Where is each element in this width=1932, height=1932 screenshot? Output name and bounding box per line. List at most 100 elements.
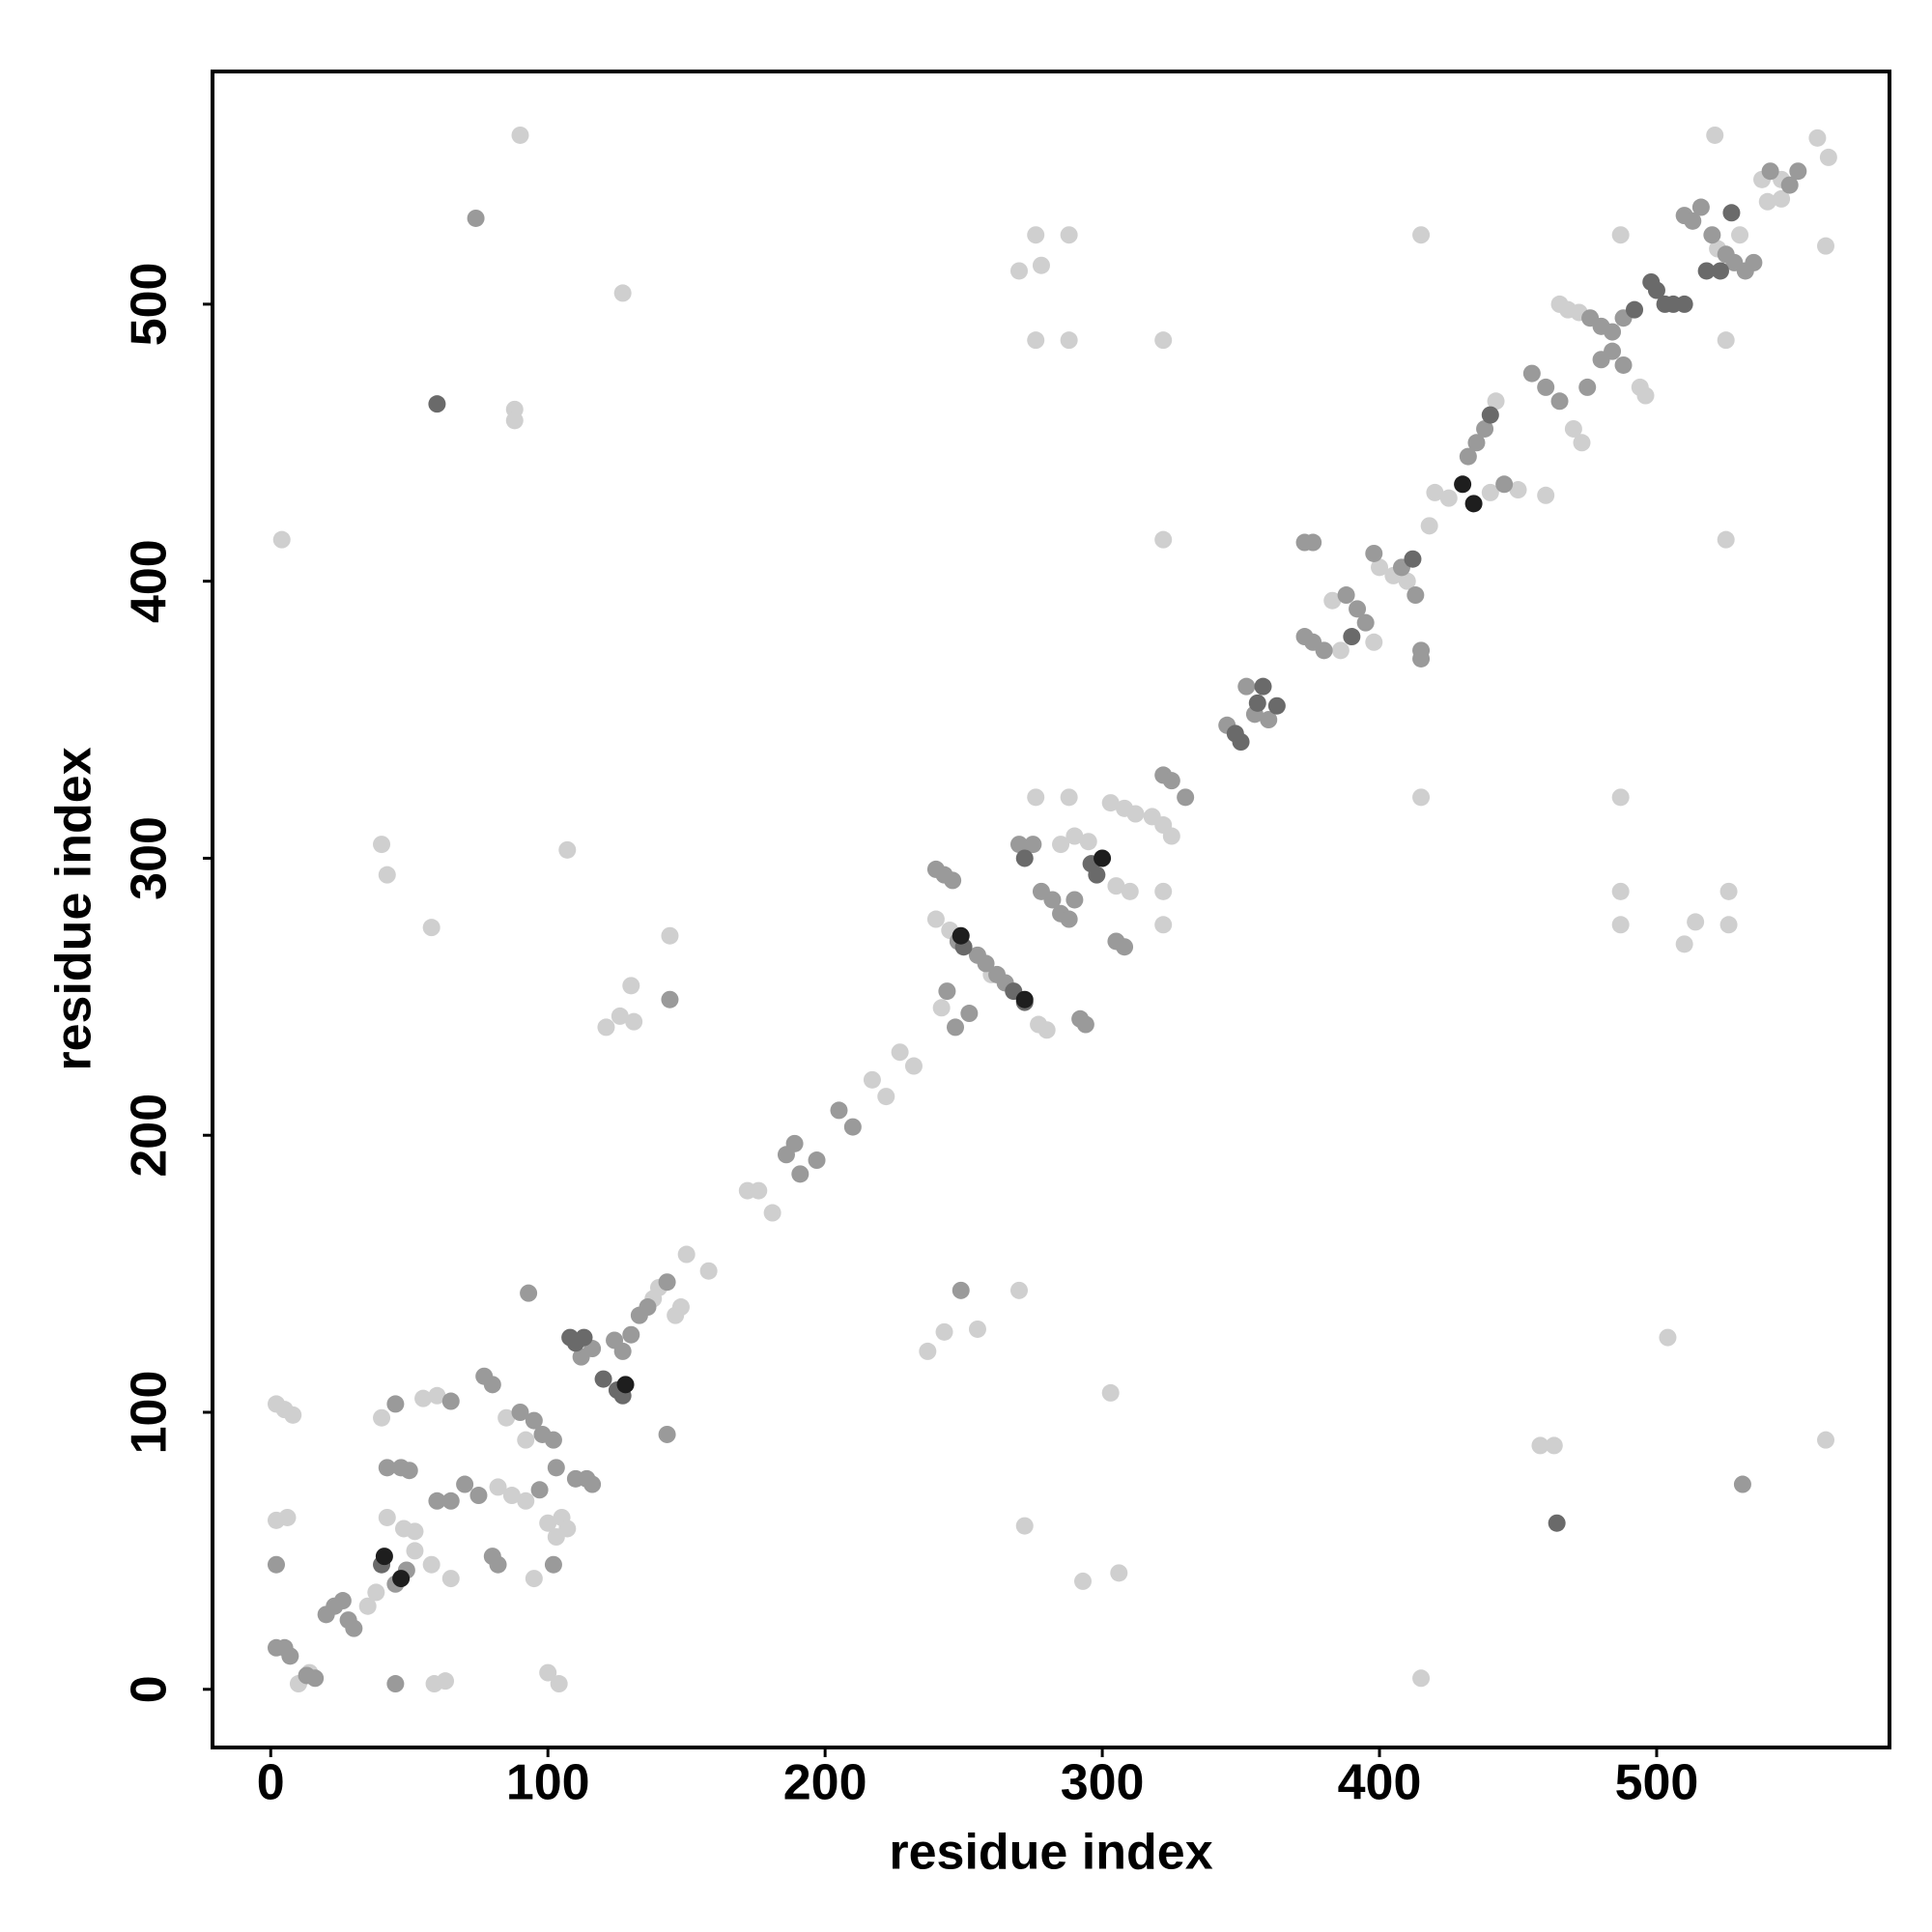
point [613, 1342, 632, 1360]
point [1789, 162, 1807, 181]
point [904, 1057, 923, 1075]
point [530, 1481, 549, 1499]
point [1611, 226, 1630, 244]
point [489, 1555, 507, 1574]
point [1060, 788, 1078, 807]
point [505, 412, 524, 430]
point [658, 1425, 676, 1443]
point [1232, 733, 1250, 751]
point [525, 1411, 543, 1430]
point [1604, 323, 1622, 341]
point [1412, 1669, 1431, 1688]
point [1060, 910, 1078, 928]
point [1550, 392, 1569, 411]
point [1356, 613, 1375, 632]
point [1177, 788, 1195, 807]
point [1121, 882, 1139, 900]
point [428, 395, 446, 413]
point [517, 1492, 535, 1510]
point [1522, 364, 1541, 383]
point [661, 990, 679, 1009]
point [1495, 475, 1514, 494]
point [583, 1475, 602, 1493]
point [1037, 1021, 1056, 1039]
point [1636, 386, 1655, 405]
point [1076, 1015, 1094, 1034]
x-tick-label: 300 [1061, 1755, 1145, 1811]
point [386, 1395, 405, 1413]
point [400, 1462, 418, 1480]
point [1717, 530, 1735, 549]
point [1365, 633, 1383, 651]
point [1101, 1383, 1120, 1402]
point [547, 1459, 565, 1477]
point [597, 1018, 615, 1037]
point [763, 1204, 781, 1222]
point [1412, 226, 1431, 244]
x-tick-label: 100 [506, 1755, 590, 1811]
x-tick-label: 500 [1615, 1755, 1699, 1811]
point [1675, 935, 1693, 953]
point [1412, 649, 1431, 668]
point [489, 1478, 507, 1496]
point [1675, 295, 1693, 313]
point [1015, 990, 1034, 1009]
point [1024, 836, 1042, 854]
point [785, 1134, 804, 1152]
point [808, 1151, 826, 1170]
point [378, 1459, 396, 1477]
point [1010, 262, 1029, 280]
point [467, 209, 485, 227]
point [1110, 1564, 1128, 1582]
point [677, 1245, 696, 1264]
point [1626, 300, 1644, 319]
point [1773, 189, 1791, 208]
point [1398, 572, 1416, 590]
point [1697, 262, 1716, 280]
point [1711, 262, 1729, 280]
point [367, 1583, 385, 1602]
point [1691, 198, 1710, 216]
point [575, 1328, 593, 1347]
y-tick-label: 200 [122, 1094, 178, 1178]
point [511, 1404, 529, 1421]
y-tick-label: 0 [122, 1675, 178, 1703]
point [1611, 882, 1630, 900]
point [594, 1370, 612, 1388]
point [1733, 1475, 1751, 1493]
y-tick-label: 500 [122, 263, 178, 347]
point [1027, 331, 1045, 350]
point [437, 1672, 455, 1690]
point [1578, 378, 1597, 396]
point [1564, 419, 1582, 438]
point [1065, 827, 1084, 845]
point [1817, 1431, 1835, 1449]
point [1420, 517, 1438, 535]
point [661, 926, 679, 945]
point [378, 1508, 396, 1526]
point [1015, 1517, 1034, 1535]
point [1162, 772, 1180, 790]
y-axis-title: residue index [46, 747, 102, 1070]
point [1237, 677, 1256, 696]
point [1088, 866, 1106, 884]
point [1404, 550, 1422, 568]
point [1731, 226, 1749, 244]
point [497, 1408, 516, 1427]
point [1745, 253, 1763, 271]
point [1365, 544, 1383, 562]
point [441, 1392, 460, 1410]
point [441, 1570, 460, 1588]
point [944, 871, 962, 890]
point [414, 1389, 433, 1407]
point [1573, 434, 1591, 452]
point [378, 866, 396, 884]
point [1154, 331, 1173, 350]
point [1337, 586, 1355, 605]
point [272, 530, 291, 549]
point [1116, 938, 1134, 956]
point [877, 1088, 895, 1106]
point [1439, 489, 1458, 507]
point [1101, 794, 1120, 812]
point [1780, 176, 1799, 194]
